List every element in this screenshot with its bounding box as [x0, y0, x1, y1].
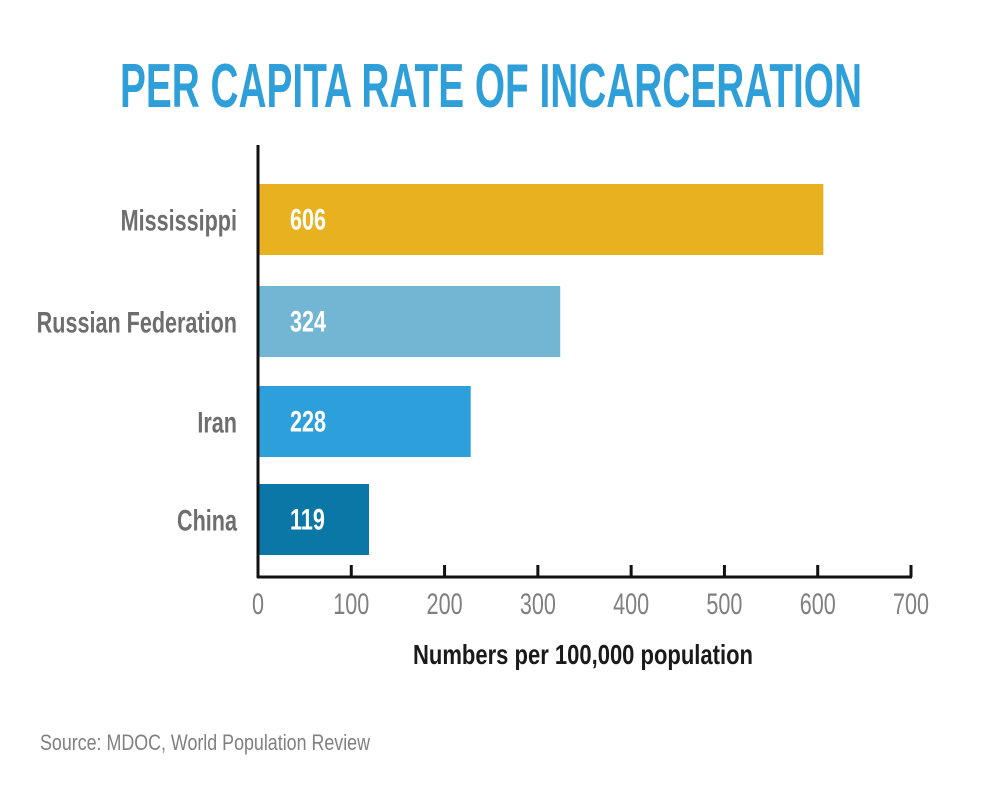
x-tick-label: 700 [893, 586, 929, 620]
x-tick-label: 0 [252, 586, 264, 620]
x-tick-label: 400 [613, 586, 649, 620]
bar-value-label-group: 119 [290, 502, 325, 536]
bar-iran [258, 386, 471, 457]
x-tick-label-group: 200 [427, 586, 463, 620]
bar-russian-federation [258, 286, 561, 357]
bar-value-label-group: 606 [290, 202, 326, 236]
x-tick-label: 100 [333, 586, 369, 620]
category-label: Iran [197, 405, 237, 439]
x-tick-label: 200 [427, 586, 463, 620]
x-tick-label-group: 500 [706, 586, 742, 620]
x-tick-label-group: 400 [613, 586, 649, 620]
bar-value-label: 119 [290, 502, 325, 536]
x-tick-label: 600 [800, 586, 836, 620]
bar-value-label: 228 [290, 404, 326, 438]
source-note: Source: MDOC, World Population Review [40, 730, 370, 755]
category-label-group: Iran [197, 405, 237, 439]
x-tick-label-group: 700 [893, 586, 929, 620]
bar-mississippi [258, 184, 824, 255]
bar-value-label: 606 [290, 202, 326, 236]
x-tick-label-group: 300 [520, 586, 556, 620]
x-tick-label-group: 0 [252, 586, 264, 620]
category-label: Russian Federation [37, 305, 237, 339]
category-label: Mississippi [121, 203, 237, 237]
bar-value-label-group: 324 [290, 304, 326, 338]
category-label: China [177, 503, 237, 537]
chart-title: PER CAPITA RATE OF INCARCERATION [120, 52, 862, 121]
category-label-group: Mississippi [121, 203, 237, 237]
x-tick-label: 500 [706, 586, 742, 620]
bar-value-label-group: 228 [290, 404, 326, 438]
bar-value-label: 324 [290, 304, 326, 338]
category-label-group: China [177, 503, 237, 537]
category-label-group: Russian Federation [37, 305, 237, 339]
x-tick-label: 300 [520, 586, 556, 620]
x-tick-label-group: 600 [800, 586, 836, 620]
x-tick-label-group: 100 [333, 586, 369, 620]
x-axis-title: Numbers per 100,000 population [413, 639, 753, 670]
bar-china [258, 484, 370, 555]
